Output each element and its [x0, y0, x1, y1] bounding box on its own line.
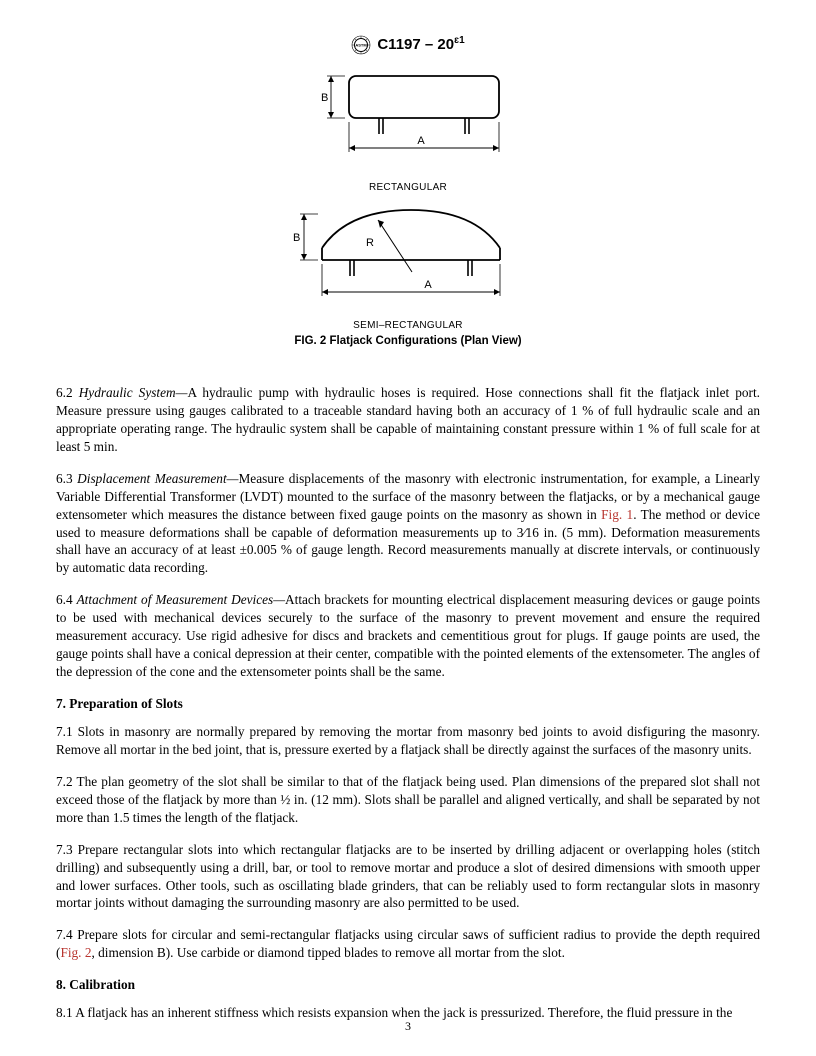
- para-7-4-num: 7.4: [56, 927, 77, 942]
- figref-1[interactable]: Fig. 1: [601, 507, 633, 522]
- fig2-semi-svg: R B A: [278, 202, 538, 312]
- dim-a-2: A: [424, 279, 432, 291]
- para-7-1-num: 7.1: [56, 724, 78, 739]
- para-6-3-num: 6.3: [56, 471, 77, 486]
- para-6-3-head: Displacement Measurement—: [77, 471, 238, 486]
- body: 6.2 Hydraulic System—A hydraulic pump wi…: [56, 384, 760, 1022]
- dim-b-2: B: [293, 232, 300, 244]
- para-7-2-body: The plan geometry of the slot shall be s…: [56, 774, 760, 825]
- para-7-3: 7.3 Prepare rectangular slots into which…: [56, 841, 760, 913]
- para-6-2: 6.2 Hydraulic System—A hydraulic pump wi…: [56, 384, 760, 456]
- para-7-2-num: 7.2: [56, 774, 77, 789]
- designation-sup: ɛ1: [454, 35, 465, 46]
- astm-logo-icon: ASTM: [351, 35, 371, 55]
- para-6-4-num: 6.4: [56, 592, 77, 607]
- dim-b-1: B: [321, 92, 328, 104]
- para-6-2-head: Hydraulic System—: [79, 385, 188, 400]
- para-7-1-body: Slots in masonry are normally prepared b…: [56, 724, 760, 757]
- dim-a-1: A: [417, 135, 425, 147]
- fig2-rect-label: RECTANGULAR: [56, 181, 760, 195]
- heading-8: 8. Calibration: [56, 976, 760, 994]
- para-7-4-body-b: , dimension B). Use carbide or diamond t…: [91, 945, 564, 960]
- page-number: 3: [0, 1018, 816, 1034]
- page: ASTM C1197 – 20ɛ1 B: [0, 0, 816, 1056]
- svg-text:ASTM: ASTM: [356, 42, 368, 47]
- fig2-rect-svg: B A: [293, 66, 523, 174]
- heading-7: 7. Preparation of Slots: [56, 695, 760, 713]
- para-7-4: 7.4 Prepare slots for circular and semi-…: [56, 926, 760, 962]
- fig2-semi-label: SEMI–RECTANGULAR: [56, 319, 760, 333]
- para-7-2: 7.2 The plan geometry of the slot shall …: [56, 773, 760, 827]
- designation: C1197 – 20ɛ1: [377, 34, 464, 55]
- para-7-1: 7.1 Slots in masonry are normally prepar…: [56, 723, 760, 759]
- para-6-4: 6.4 Attachment of Measurement Devices—At…: [56, 591, 760, 681]
- figure-2: B A RECTANGULAR: [56, 66, 760, 350]
- doc-header: ASTM C1197 – 20ɛ1: [56, 34, 760, 60]
- para-6-3: 6.3 Displacement Measurement—Measure dis…: [56, 470, 760, 578]
- fig2-caption: FIG. 2 Flatjack Configurations (Plan Vie…: [56, 334, 760, 350]
- figref-2[interactable]: Fig. 2: [60, 945, 91, 960]
- para-6-2-num: 6.2: [56, 385, 79, 400]
- para-7-3-body: Prepare rectangular slots into which rec…: [56, 842, 760, 911]
- designation-text: C1197 – 20: [377, 36, 454, 53]
- dim-r: R: [366, 237, 374, 249]
- para-7-3-num: 7.3: [56, 842, 78, 857]
- para-6-4-head: Attachment of Measurement Devices—: [77, 592, 285, 607]
